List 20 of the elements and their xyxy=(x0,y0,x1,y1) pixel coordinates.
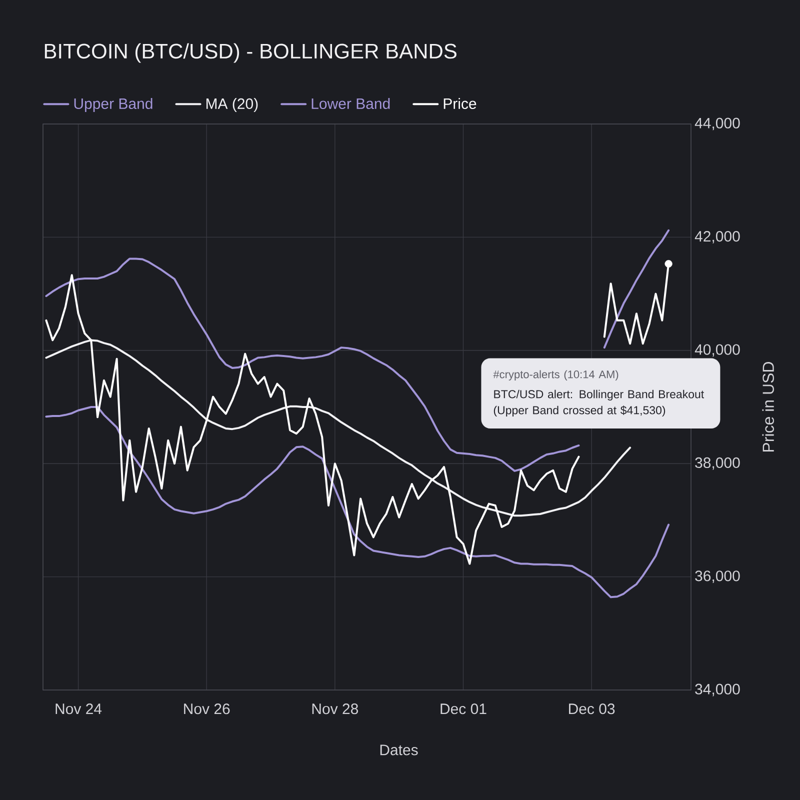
legend-label: MA (20) xyxy=(206,98,258,112)
y-axis-title: Price in USD xyxy=(762,362,774,452)
x-tick-label: Nov 26 xyxy=(184,704,230,714)
annotation: #crypto-alerts (10:14 AM) xyxy=(493,370,618,380)
annotation: BTC/USD alert: Bollinger Band Breakout (Upper Band crossed at $41,530) xyxy=(494,390,704,417)
y-tick-label: 42,000 xyxy=(694,230,740,244)
legend-label: Lower Band xyxy=(312,98,390,110)
x-tick-label: Dec 03 xyxy=(569,704,615,714)
y-tick-label: 36,000 xyxy=(695,570,740,583)
x-tick-label: Nov 24 xyxy=(56,704,102,714)
chart-title: BITCOIN (BTC/USD) - BOLLINGER BANDS xyxy=(44,43,456,63)
x-axis-title: Dates xyxy=(380,744,418,756)
y-tick-label: 38,000 xyxy=(695,457,740,470)
legend-label: Upper Band xyxy=(74,98,152,112)
x-tick-label: Nov 28 xyxy=(312,704,358,714)
y-tick-label: 34,000 xyxy=(695,684,740,696)
y-tick-label: 40,000 xyxy=(694,344,740,357)
legend-label: Price xyxy=(444,98,476,110)
x-tick-label: Dec 01 xyxy=(440,704,486,714)
y-tick-label: 44,000 xyxy=(694,118,740,130)
